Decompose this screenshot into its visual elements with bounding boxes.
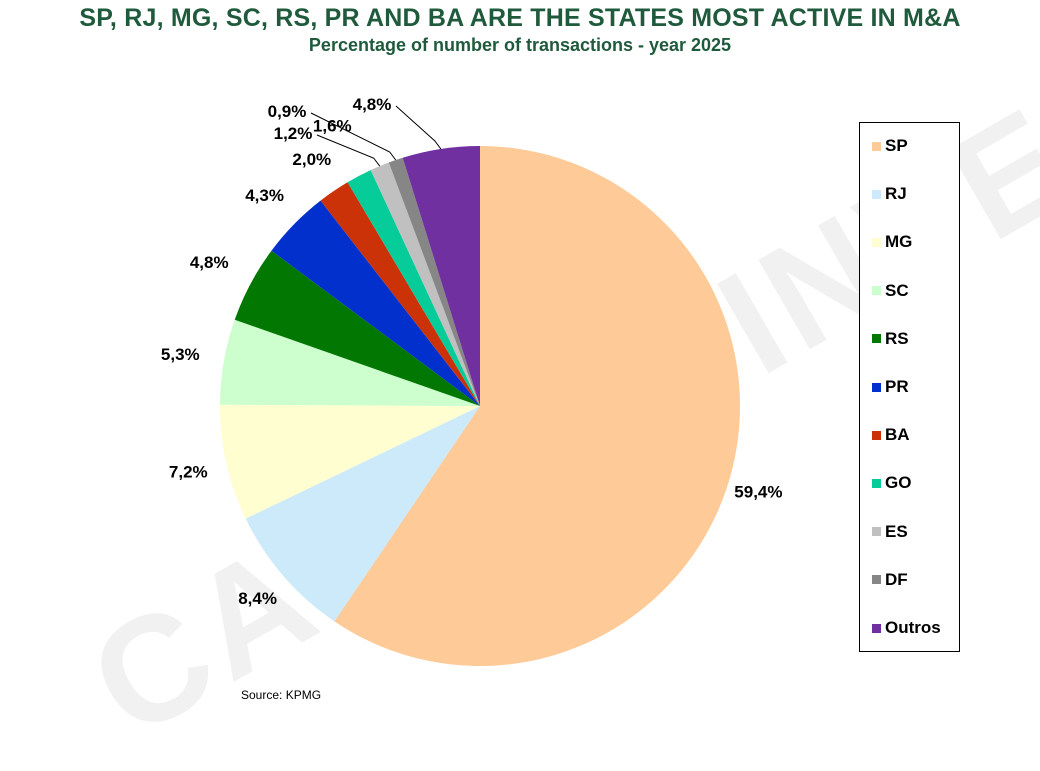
legend-label: ES [885,521,908,541]
legend-item-sc: SC [872,280,909,302]
legend-label: DF [885,569,908,589]
source-note: Source: KPMG [241,688,322,702]
legend-item-rj: RJ [872,183,907,205]
pie-slice-go [347,170,480,406]
legend-swatch [872,430,881,440]
data-label-rs: 4,8% [190,253,229,272]
legend-item-go: GO [872,472,911,494]
legend-swatch [872,527,881,537]
leader-line-df [310,112,397,161]
legend-swatch [872,141,881,151]
legend-label: PR [885,377,909,396]
chart-subtitle: Percentage of number of transactions - y… [308,35,732,55]
legend-label: GO [885,473,912,493]
legend-label: SP [885,136,908,155]
legend-swatch [872,189,881,199]
data-label-outros: 4,8% [353,95,392,114]
legend-label: RS [885,328,909,348]
legend-label: BA [885,425,910,445]
pie-chart: 59,4% 8,4% 7,2% 5,3% 4,8% 4,3% 2,0% 1,6%1,2% 0,9… [161,95,783,666]
legend-item-rs: RS [872,328,909,350]
pie-slice-sp [334,146,741,666]
legend-item-outros: Outros [872,617,941,639]
pie-slice-rj [245,406,480,622]
legend-item-es: ES [872,521,908,543]
legend-item-pr: PR [872,376,909,398]
pie-slice-rs [234,250,480,406]
pie-slice-outros [402,146,480,406]
pie-slice-sc [220,319,480,406]
leader-line-es [316,134,381,167]
data-label-pr: 4,3% [245,186,284,205]
legend-label: MG [885,232,913,252]
legend-swatch [872,478,881,488]
legend-label: SC [885,280,909,300]
legend-label: RJ [885,184,907,204]
legend-label: Outros [885,618,941,637]
legend-item-ba: BA [872,424,910,446]
legend: SP RJ MG SC RS PR BA GO ES DF Outros [859,122,960,652]
data-label-go: 1,6% [313,116,352,135]
legend-swatch [872,623,881,633]
legend-swatch [872,334,881,344]
legend-item-mg: MG [872,231,912,253]
chart-title: SP, RJ, MG, SC, RS, PR AND BA ARE THE ST… [79,4,961,32]
data-label-rj: 8,4% [238,589,277,608]
legend-item-sp: SP [872,135,908,157]
pie-slice-ba [320,182,480,406]
pie-slice-pr [271,200,480,406]
pie-slice-df [388,157,480,406]
data-label-ba: 2,0% [292,150,331,169]
data-label-sc: 5,3% [161,345,200,364]
data-label-df: 0,9% [268,102,307,121]
legend-item-df: DF [872,569,908,591]
data-label-sp: 59,4% [734,482,782,501]
legend-swatch [872,237,881,247]
data-label-mg: 7,2% [169,463,208,482]
legend-swatch [872,286,881,296]
data-label-es: 1,2% [274,124,313,143]
leader-line-outros [395,105,442,150]
pie-slice-mg [219,404,480,519]
legend-swatch [872,382,881,392]
legend-swatch [872,575,881,585]
pie-slice-es [370,162,480,406]
